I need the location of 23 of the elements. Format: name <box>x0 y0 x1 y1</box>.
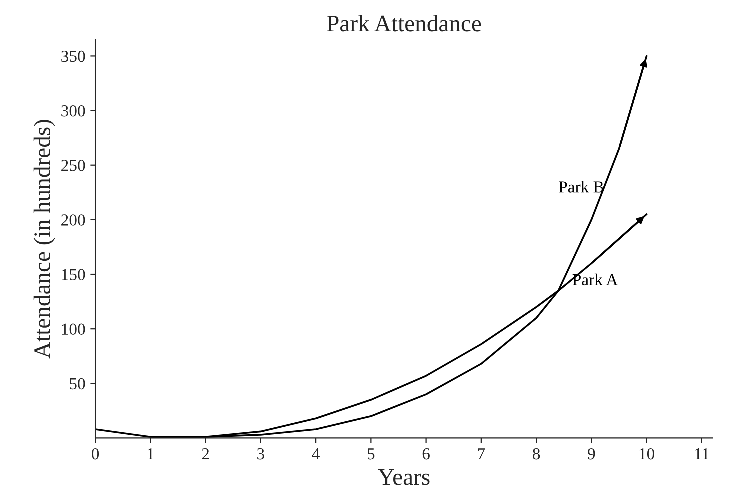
y-tick-label: 350 <box>62 50 86 62</box>
x-tick-label: 5 <box>368 448 375 460</box>
x-tick-label: 7 <box>478 448 486 460</box>
x-tick-label: 4 <box>312 448 320 460</box>
chart-title: Park Attendance <box>327 15 482 32</box>
x-axis-title: Years <box>378 470 430 486</box>
y-tick-label: 150 <box>62 269 86 280</box>
x-tick-label: 3 <box>258 448 264 460</box>
x-tick-label: 9 <box>588 448 596 460</box>
y-axis-title: Attendance (in hundreds) <box>34 120 56 359</box>
y-tick-label: 300 <box>62 105 86 117</box>
x-tick-label: 11 <box>695 448 709 460</box>
y-tick-label: 250 <box>62 160 86 172</box>
x-tick-label: 2 <box>202 448 210 460</box>
x-tick-label: 0 <box>92 448 100 460</box>
x-tick-label: 6 <box>422 448 430 460</box>
series-label: Park A <box>572 274 618 286</box>
y-tick-label: 100 <box>62 324 86 336</box>
x-tick-label: 1 <box>148 448 154 460</box>
y-tick-label: 50 <box>70 378 86 390</box>
x-tick-label: 10 <box>640 448 654 460</box>
y-tick-label: 200 <box>62 214 86 226</box>
x-tick-label: 8 <box>533 448 540 460</box>
